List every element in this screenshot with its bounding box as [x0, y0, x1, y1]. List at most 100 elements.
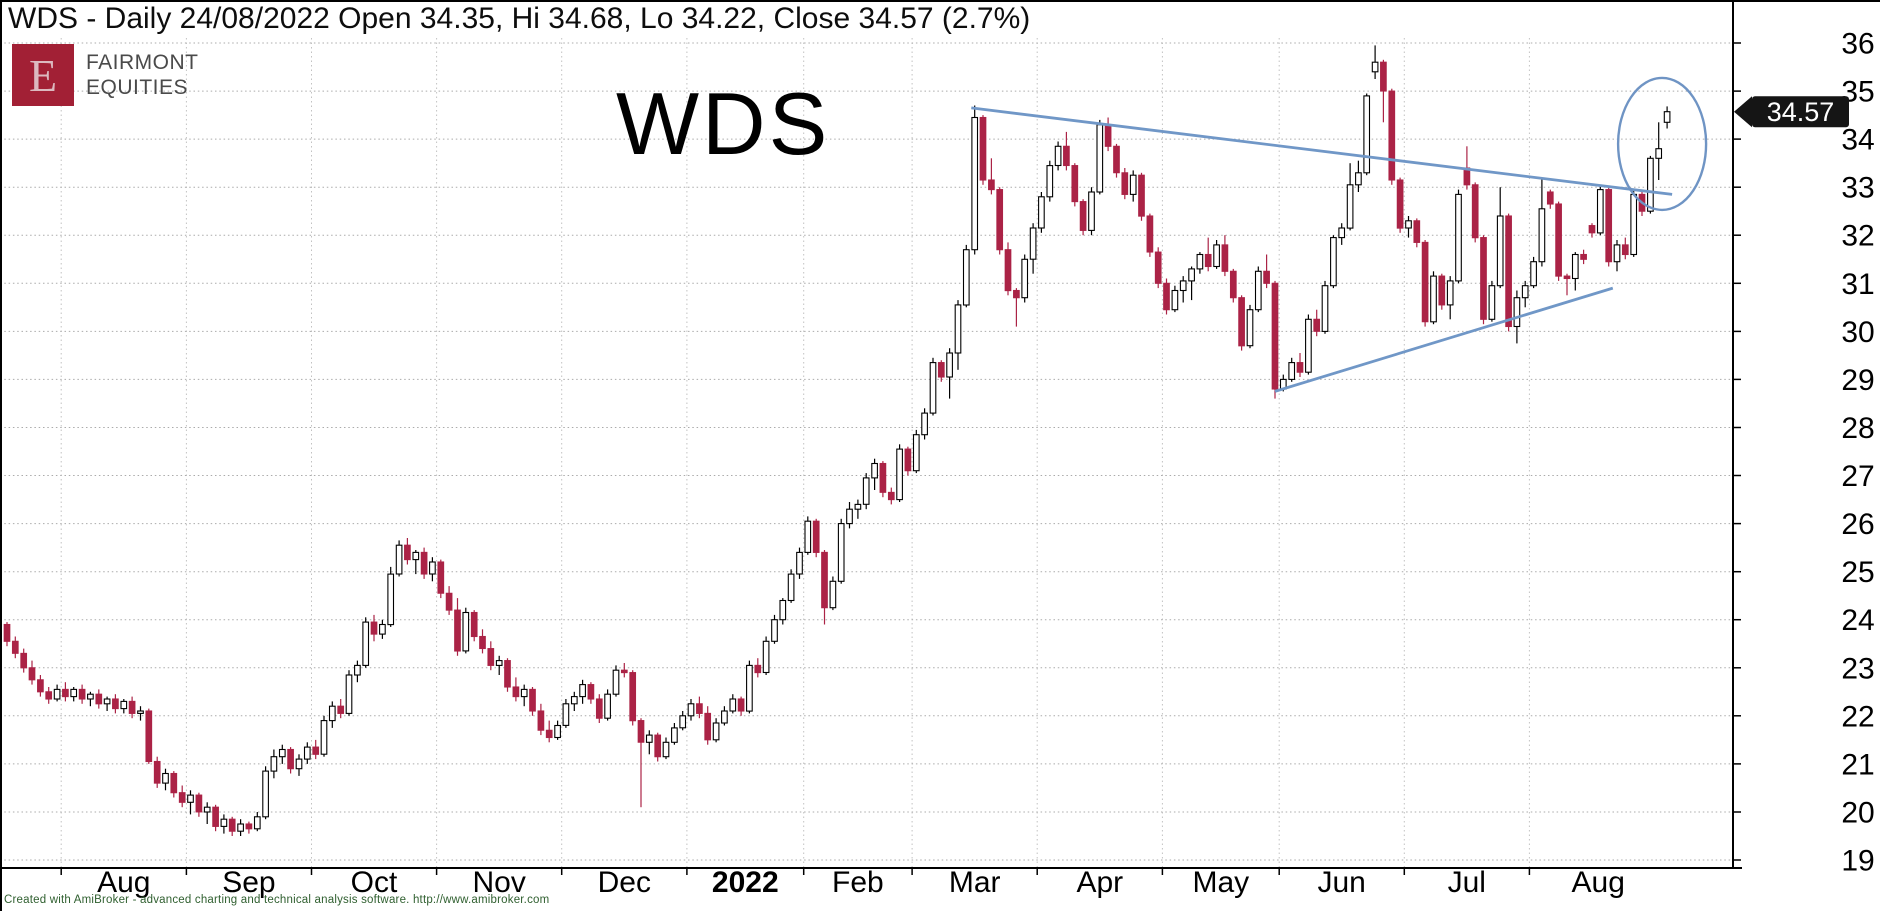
candle-body [1221, 244, 1229, 272]
candle-body [1363, 95, 1371, 174]
y-axis-label: 21 [1841, 748, 1874, 781]
candle-body [153, 760, 161, 784]
x-axis-month-label: Jul [1448, 866, 1486, 899]
candle-body [829, 580, 837, 609]
y-axis-label: 20 [1841, 797, 1874, 830]
candle-body [1355, 172, 1362, 186]
candle-body [1555, 203, 1562, 277]
candle-body [1647, 157, 1654, 212]
candle-body [1179, 280, 1187, 292]
candle-body [746, 664, 753, 712]
candle-body [1380, 61, 1387, 92]
candle-body [871, 462, 878, 479]
candle-body [1038, 196, 1045, 229]
candle-body [120, 700, 128, 710]
candle-body [937, 362, 945, 378]
y-axis-label: 26 [1841, 508, 1874, 541]
ticker-watermark: WDS [616, 74, 831, 173]
candle-body [470, 611, 478, 638]
breakout-ellipse[interactable] [1616, 76, 1708, 212]
candle-body [579, 684, 586, 698]
candle-body [1605, 189, 1613, 263]
candle-body [112, 698, 119, 710]
candle-body [462, 611, 470, 652]
candle-body [1563, 275, 1571, 280]
candle-body [537, 710, 545, 731]
candle-body [1163, 282, 1170, 311]
candle-body [1530, 261, 1537, 287]
candle-body [762, 640, 770, 674]
candle-body [1471, 184, 1479, 239]
candle-body [1588, 225, 1596, 234]
x-axis-month-label: Oct [351, 866, 398, 899]
candle-body [162, 772, 169, 784]
candle-body [1388, 90, 1396, 181]
lower-trendline[interactable] [1274, 286, 1614, 393]
candle-body [420, 551, 428, 575]
candle-body [1496, 215, 1504, 287]
candle-body [1321, 285, 1329, 332]
candle-body [1054, 145, 1062, 167]
candle-body [1004, 249, 1012, 292]
fairmont-logo: E FAIRMONT EQUITIES [12, 44, 199, 106]
candle-body [337, 705, 345, 714]
candle-body [512, 686, 520, 698]
candle-body [445, 592, 453, 611]
candle-body [796, 551, 803, 575]
y-axis-label: 23 [1841, 652, 1874, 685]
candle-body [387, 573, 395, 626]
candle-body [1580, 253, 1587, 260]
candle-body [637, 720, 645, 743]
x-axis-month-label: Jun [1318, 866, 1366, 899]
candle-body [1505, 215, 1512, 328]
candle-body [303, 746, 311, 760]
candle-body [520, 688, 528, 698]
candle-body [45, 691, 53, 700]
candle-body [1371, 61, 1379, 73]
logo-letter: E [28, 49, 58, 101]
price-marker-value: 34.57 [1767, 97, 1835, 127]
candle-body [754, 664, 762, 674]
candle-body [370, 621, 378, 635]
candle-body [28, 667, 36, 681]
candle-body [1063, 145, 1070, 167]
y-axis-label: 27 [1841, 460, 1874, 493]
candle-body [1254, 270, 1262, 311]
candle-body [212, 806, 219, 827]
y-axis-label: 30 [1841, 316, 1874, 349]
candle-body [1513, 297, 1521, 328]
candle-body [1229, 270, 1237, 299]
upper-trendline[interactable] [971, 106, 1673, 196]
x-axis-month-label: Mar [949, 866, 1001, 899]
price-marker-arrow [1734, 96, 1752, 128]
candle-body [11, 640, 19, 654]
candle-body [195, 794, 203, 813]
candle-body [921, 412, 928, 436]
candle-body [1263, 270, 1270, 284]
y-axis-label: 25 [1841, 556, 1874, 589]
candle-body [454, 609, 461, 652]
candle-body [887, 491, 895, 501]
candle-body [1596, 189, 1604, 234]
candle-body [996, 189, 1004, 251]
candle-body [178, 792, 186, 803]
candle-body [787, 573, 795, 602]
candle-body [1079, 201, 1087, 231]
candle-body [1421, 241, 1429, 323]
y-axis-label: 22 [1841, 700, 1874, 733]
candle-body [128, 700, 136, 714]
candle-body [1546, 191, 1554, 205]
candle-body [821, 551, 828, 609]
candle-body [20, 652, 28, 669]
candle-body [1480, 237, 1487, 320]
chart-title: WDS - Daily 24/08/2022 Open 34.35, Hi 34… [8, 2, 1041, 38]
x-axis-month-label: Feb [832, 866, 884, 899]
candle-body [779, 599, 787, 621]
candle-body [495, 660, 503, 666]
candle-body [87, 693, 94, 700]
candle-body [962, 249, 970, 306]
candle-body [1138, 174, 1145, 217]
amibroker-credit: Created with AmiBroker - advanced charti… [4, 894, 550, 906]
